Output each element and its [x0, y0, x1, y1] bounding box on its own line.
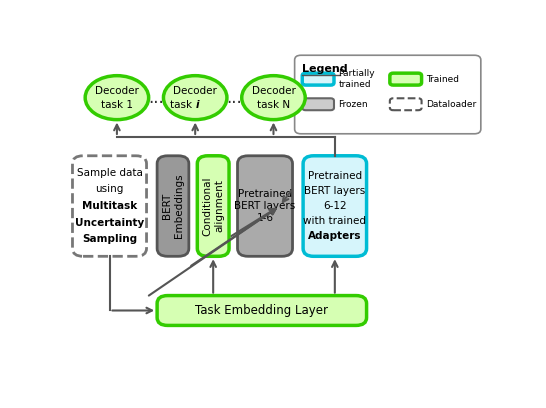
FancyBboxPatch shape	[302, 98, 334, 110]
FancyBboxPatch shape	[157, 295, 366, 326]
Text: Sample data: Sample data	[76, 168, 143, 178]
Text: ...: ...	[226, 89, 242, 106]
Text: i: i	[195, 100, 199, 110]
Text: task 1: task 1	[101, 100, 133, 110]
FancyBboxPatch shape	[390, 98, 422, 110]
FancyBboxPatch shape	[303, 156, 366, 256]
Text: Adapters: Adapters	[308, 231, 361, 241]
FancyBboxPatch shape	[157, 156, 189, 256]
FancyBboxPatch shape	[302, 73, 334, 85]
Text: Dataloader: Dataloader	[426, 100, 476, 109]
Text: task: task	[170, 100, 195, 110]
Text: BERT
Embeddings: BERT Embeddings	[162, 174, 184, 238]
Text: Pretrained: Pretrained	[308, 171, 362, 181]
Text: ...: ...	[148, 89, 164, 106]
Text: Multitask: Multitask	[82, 201, 137, 211]
Text: Frozen: Frozen	[338, 100, 368, 109]
Text: Decoder: Decoder	[95, 86, 139, 96]
Ellipse shape	[85, 75, 149, 120]
Text: Decoder: Decoder	[173, 86, 217, 96]
Text: BERT layers: BERT layers	[304, 186, 365, 196]
FancyBboxPatch shape	[197, 156, 229, 256]
FancyBboxPatch shape	[295, 55, 481, 134]
Text: 6-12: 6-12	[323, 201, 347, 211]
Ellipse shape	[242, 75, 305, 120]
Text: Trained: Trained	[426, 75, 459, 84]
Text: Task Embedding Layer: Task Embedding Layer	[195, 304, 328, 317]
Text: Partially
trained: Partially trained	[338, 69, 375, 89]
Text: Legend: Legend	[302, 64, 348, 74]
Text: using: using	[96, 184, 124, 194]
Text: Decoder: Decoder	[252, 86, 295, 96]
Text: with trained: with trained	[304, 216, 366, 226]
Ellipse shape	[163, 75, 227, 120]
Text: Uncertainty: Uncertainty	[75, 218, 144, 228]
FancyBboxPatch shape	[238, 156, 293, 256]
Text: Pretrained
BERT layers
1-6: Pretrained BERT layers 1-6	[234, 189, 295, 223]
FancyBboxPatch shape	[390, 73, 422, 85]
FancyBboxPatch shape	[73, 156, 146, 256]
Text: task N: task N	[257, 100, 290, 110]
Text: Conditional
alignment: Conditional alignment	[203, 176, 224, 236]
Text: Sampling: Sampling	[82, 234, 137, 244]
